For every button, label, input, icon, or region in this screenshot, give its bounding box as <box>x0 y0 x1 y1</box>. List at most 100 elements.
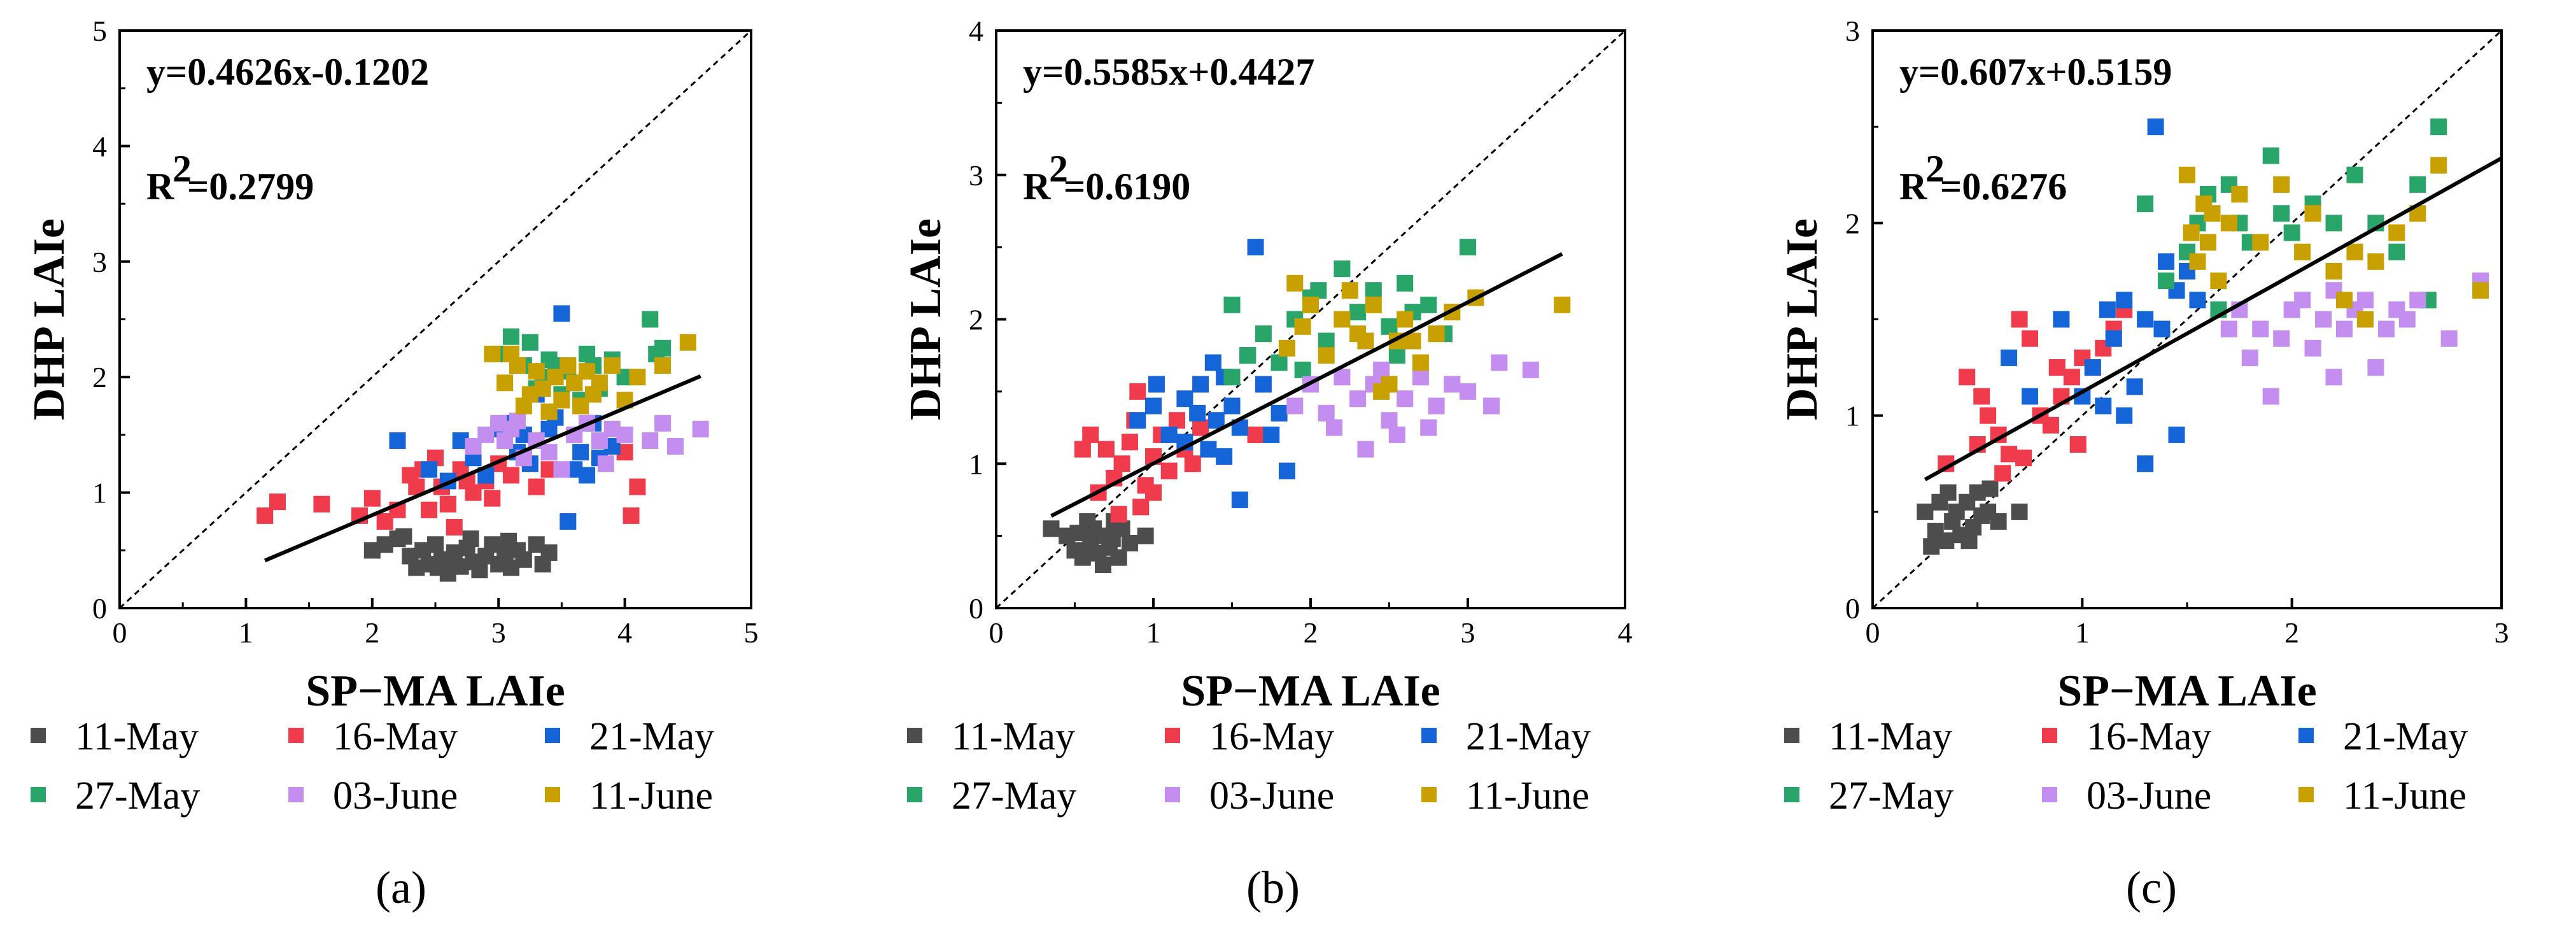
x-tick-label: 4 <box>1618 616 1633 649</box>
x-tick-label: 0 <box>113 616 127 649</box>
data-point <box>1184 455 1201 472</box>
legend-item-11-June: 11-June <box>545 774 713 818</box>
y-tick-label: 4 <box>969 15 983 47</box>
legend-marker <box>31 787 46 802</box>
data-point <box>446 519 463 536</box>
series-11-May <box>1917 480 2028 555</box>
data-point <box>313 495 330 513</box>
data-point <box>1148 376 1165 393</box>
legend-marker <box>288 728 304 743</box>
legend-label: 21-May <box>1466 715 1591 758</box>
legend-marker <box>2042 787 2057 802</box>
data-point <box>2346 166 2363 183</box>
data-point <box>1960 532 1978 550</box>
data-point <box>1917 503 1934 520</box>
data-point <box>421 501 438 518</box>
y-tick-label: 2 <box>1845 207 1860 239</box>
data-point <box>1247 239 1264 256</box>
data-point <box>2409 176 2426 193</box>
x-tick-label: 2 <box>2284 616 2299 649</box>
legend-marker <box>288 787 304 802</box>
legend-marker <box>1784 728 1799 743</box>
data-point <box>2294 292 2311 309</box>
r-squared-value: =0.6190 <box>1064 166 1190 208</box>
data-point <box>553 461 570 478</box>
data-point <box>629 478 646 495</box>
data-point <box>1939 484 1957 501</box>
x-tick-label: 1 <box>1146 616 1161 649</box>
series-21-May <box>1129 239 1295 508</box>
data-point <box>579 467 596 484</box>
data-point <box>503 467 520 484</box>
y-tick-label: 0 <box>969 592 983 625</box>
data-point <box>629 369 646 386</box>
legend-item-03-June: 03-June <box>1165 774 1334 818</box>
data-point <box>1341 282 1358 299</box>
r-squared-symbol: R <box>146 166 174 208</box>
data-point <box>1365 282 1382 299</box>
data-point <box>1334 311 1351 328</box>
x-tick-label: 3 <box>1461 616 1475 649</box>
legend: 11-May 16-May 21-May 27-May 03-June 11-June <box>907 715 1591 818</box>
data-point <box>1192 419 1209 436</box>
data-point <box>1326 419 1343 436</box>
data-point <box>1239 347 1256 364</box>
data-point <box>654 357 672 374</box>
data-point <box>1318 332 1335 350</box>
legend-item-27-May: 27-May <box>907 774 1076 818</box>
y-axis-title: DHP LAIe <box>1778 218 1827 420</box>
data-point <box>654 415 672 432</box>
data-point <box>1973 388 1990 405</box>
data-point <box>553 392 570 409</box>
chart-panel-b: 0 1 2 3 4 0 1 2 3 4 SP−MA LAIe DHP LAIe y=0.5585x+0.… <box>901 15 1633 913</box>
y-axis-title: DHP LAIe <box>901 218 950 420</box>
legend-label: 21-May <box>2343 715 2468 758</box>
legend-marker <box>1165 728 1180 743</box>
legend-item-16-May: 16-May <box>2042 715 2211 758</box>
data-point <box>2022 330 2038 347</box>
legend-label: 11-May <box>75 715 199 758</box>
x-tick-label: 4 <box>617 616 632 649</box>
data-point <box>1365 296 1382 313</box>
data-point <box>2001 349 2018 366</box>
y-tick-label: 5 <box>92 15 107 47</box>
data-point <box>1189 404 1206 422</box>
data-point <box>2179 166 2195 183</box>
data-point <box>2137 195 2154 213</box>
regression-line <box>264 374 701 563</box>
data-point <box>500 532 517 550</box>
r-squared-value: =0.6276 <box>1940 166 2067 208</box>
data-point <box>2053 311 2070 328</box>
one-to-one-line <box>118 29 752 609</box>
legend-marker <box>1165 787 1180 802</box>
y-tick-label: 0 <box>1845 592 1860 625</box>
data-point <box>1132 499 1150 516</box>
legend-item-21-May: 21-May <box>545 715 714 758</box>
legend-label: 27-May <box>1829 774 1953 818</box>
x-tick-label: 2 <box>1304 616 1318 649</box>
data-point <box>1104 530 1121 548</box>
data-point <box>1255 376 1272 393</box>
data-point <box>2430 118 2447 136</box>
data-point <box>1286 274 1304 292</box>
data-point <box>2220 320 2237 337</box>
legend-item-03-June: 03-June <box>288 774 458 818</box>
data-point <box>2137 311 2154 328</box>
data-point <box>2042 416 2059 434</box>
data-point <box>1397 311 1414 328</box>
data-point <box>2189 292 2206 309</box>
data-point <box>1129 412 1146 429</box>
legend-label: 11-May <box>952 715 1075 758</box>
legend-label: 27-May <box>952 774 1076 818</box>
data-point <box>2398 311 2416 328</box>
regression-equation: y=0.4626x-0.1202 <box>146 51 429 93</box>
data-point <box>528 363 545 380</box>
data-point <box>1412 369 1429 386</box>
data-point <box>1491 354 1508 371</box>
series-03-June <box>465 413 709 478</box>
data-point <box>2325 369 2342 386</box>
y-tick-label: 1 <box>92 477 107 509</box>
data-point <box>1113 455 1130 472</box>
data-point <box>2158 253 2175 270</box>
x-tick-label: 0 <box>989 616 1004 649</box>
